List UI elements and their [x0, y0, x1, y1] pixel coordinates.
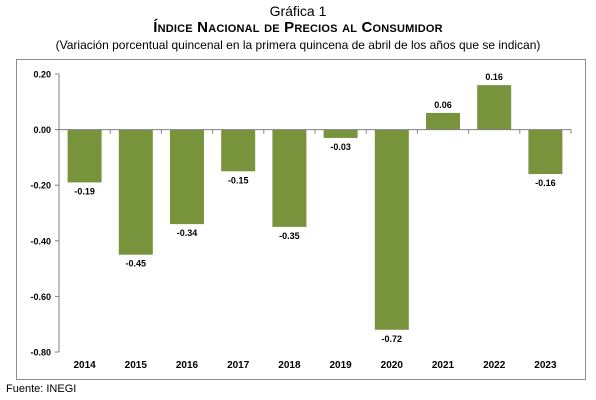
bar: [426, 112, 460, 130]
y-tick-label: -0.40: [30, 236, 51, 246]
bar: [323, 129, 358, 138]
x-tick-label: 2023: [534, 360, 557, 371]
source-note: Fuente: INEGI: [6, 383, 77, 395]
bar: [528, 129, 563, 175]
data-label: -0.19: [74, 186, 95, 196]
y-tick-label: 0.20: [33, 70, 51, 80]
data-label: -0.35: [279, 231, 300, 241]
data-label: -0.72: [382, 334, 403, 344]
chart-title: Índice Nacional de Precios al Consumidor: [153, 19, 443, 36]
y-tick-label: -0.60: [30, 292, 51, 302]
x-tick-label: 2016: [176, 360, 199, 371]
data-label: 0.06: [434, 100, 452, 110]
bar: [67, 129, 102, 183]
chart-subtitle: (Variación porcentual quincenal en la pr…: [55, 38, 541, 52]
bar: [221, 129, 256, 172]
x-tick-label: 2021: [432, 360, 455, 371]
bar: [477, 85, 512, 130]
x-tick-label: 2022: [483, 360, 506, 371]
data-label: -0.16: [535, 178, 556, 188]
figure-label: Gráfica 1: [269, 3, 327, 19]
data-label: 0.16: [485, 72, 503, 82]
x-tick-label: 2019: [329, 360, 352, 371]
data-label: -0.03: [330, 142, 351, 152]
x-tick-label: 2015: [125, 360, 148, 371]
y-tick-label: 0.00: [33, 125, 51, 135]
x-tick-label: 2014: [73, 360, 96, 371]
x-tick-label: 2017: [227, 360, 250, 371]
x-tick-label: 2018: [278, 360, 301, 371]
bar: [170, 129, 204, 225]
bar: [272, 129, 307, 227]
bar-chart: 0.20 0.00 -0.20 -0.40 -0.60 -0.80 -0.19 -0.45 -0…: [30, 70, 572, 371]
data-label: -0.15: [228, 175, 249, 185]
data-label: -0.45: [126, 259, 147, 269]
y-tick-label: -0.20: [30, 181, 51, 191]
bar: [374, 129, 409, 330]
bar: [118, 129, 153, 255]
chart-frame: 0.20 0.00 -0.20 -0.40 -0.60 -0.80 -0.19 -0.45 -0…: [16, 59, 586, 380]
y-tick-label: -0.80: [30, 348, 51, 358]
x-tick-label: 2020: [381, 360, 404, 371]
data-label: -0.34: [177, 228, 198, 238]
